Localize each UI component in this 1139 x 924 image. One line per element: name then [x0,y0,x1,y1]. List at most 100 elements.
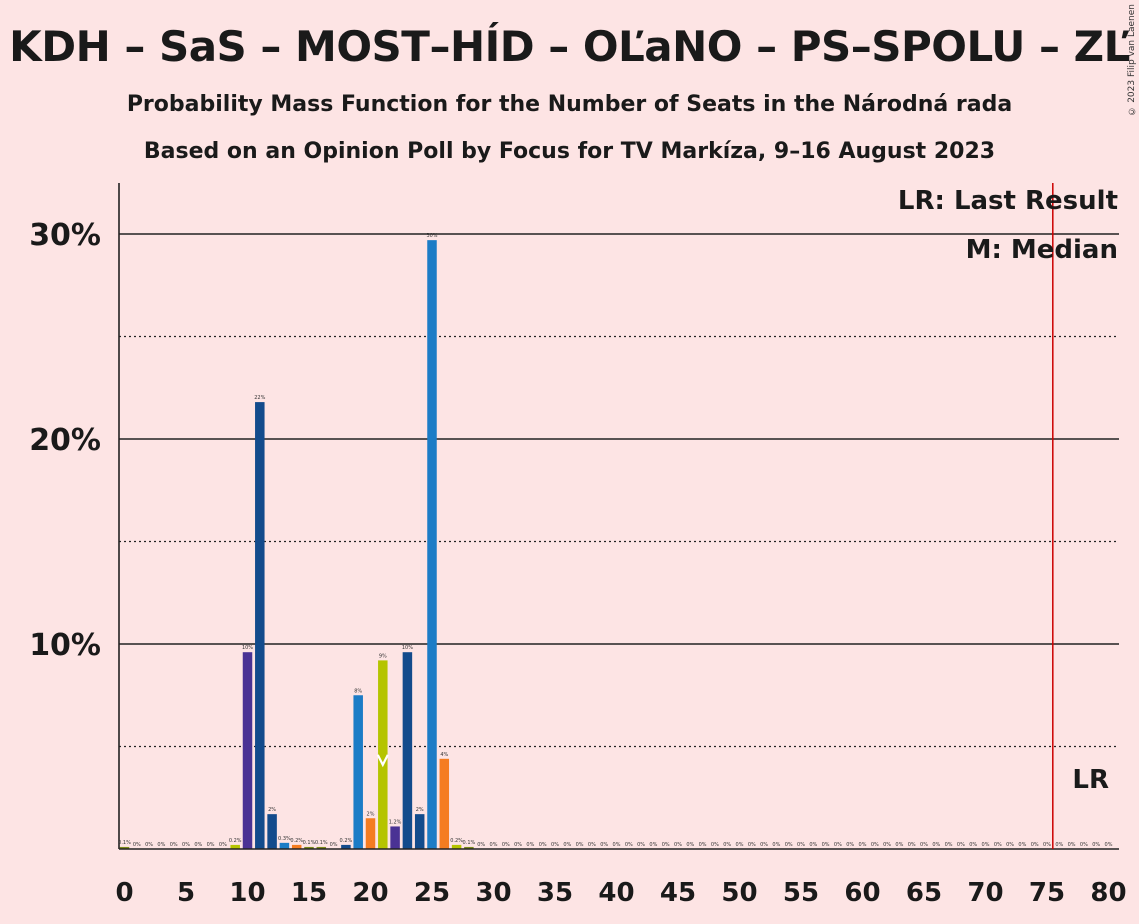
bar-value-label: 0% [1068,842,1076,848]
bar-seat-15 [304,846,314,849]
x-tick-label: 80 [1090,878,1126,908]
bar-value-label: 0.3% [278,836,291,842]
bar-value-label: 0.1% [463,840,476,846]
bar-value-label: 0% [686,842,694,848]
bar-value-label: 0% [748,842,756,848]
bar-value-label: 8% [354,688,362,694]
bar-value-label: 0% [1018,842,1026,848]
bar-value-label: 0.2% [450,838,463,844]
bar-value-label: 0% [514,842,522,848]
bar-value-label: 0% [1105,842,1113,848]
x-tick-label: 10 [229,878,265,908]
bar-seat-12 [267,814,277,849]
bar-value-label: 0% [551,842,559,848]
x-tick-label: 5 [177,878,195,908]
chart-subtitle-1: Probability Mass Function for the Number… [126,92,1013,117]
bar-value-label: 0.2% [340,838,353,844]
bar-seat-19 [353,695,363,849]
bar-value-label: 0% [957,842,965,848]
bar-value-label: 0.1% [303,840,316,846]
bar-value-label: 0% [1092,842,1100,848]
bar-value-label: 0% [588,842,596,848]
bar-value-label: 0% [477,842,485,848]
bar-seat-25 [427,240,437,849]
bar-seat-21 [378,660,388,849]
y-tick-label: 10% [29,628,101,663]
bar-seat-14 [291,844,302,849]
bar-value-label: 0% [797,842,805,848]
bar-seat-13 [279,842,290,849]
bar-value-label: 0% [662,842,670,848]
x-tick-label: 0 [115,878,133,908]
legend-last-result: LR: Last Result [898,186,1118,216]
bar-value-label: 0% [945,842,953,848]
overlay-markers: LR [376,183,1109,849]
y-tick-label: 30% [29,218,101,253]
bar-value-label: 0% [871,842,879,848]
x-tick-label: 45 [660,878,696,908]
median-marker [376,754,389,768]
bar-value-label: 30% [426,233,437,239]
bar-value-label: 0% [760,842,768,848]
bar-value-label: 0% [736,842,744,848]
x-tick-label: 60 [844,878,880,908]
bar-value-label: 0% [170,842,178,848]
bar-value-label: 0% [772,842,780,848]
bar-value-label: 0% [576,842,584,848]
bar-seat-22 [390,826,400,849]
bar-value-label: 0% [883,842,891,848]
x-tick-label: 35 [537,878,573,908]
x-tick-label: 50 [721,878,757,908]
bar-value-label: 0% [1006,842,1014,848]
bars [119,240,474,849]
bar-value-label: 0% [502,842,510,848]
last-result-marker: LR [1072,765,1109,795]
bar-value-label: 0% [908,842,916,848]
bar-seat-16 [316,846,327,849]
bar-value-label: 0% [859,842,867,848]
bar-value-label: 0% [157,842,165,848]
bar-value-label: 0% [613,842,621,848]
bar-value-label: 0% [219,842,227,848]
x-tick-label: 25 [414,878,450,908]
x-tick-label: 20 [352,878,388,908]
x-tick-label: 40 [598,878,634,908]
bar-value-label: 0% [982,842,990,848]
chart-subtitle-2: Based on an Opinion Poll by Focus for TV… [143,139,996,164]
bar-value-label: 0% [723,842,731,848]
bar-value-label: 0% [699,842,707,848]
chart-title: KDH – SaS – MOST–HÍD – OĽaNO – PS–SPOLU … [9,22,1130,71]
bar-value-label: 0% [711,842,719,848]
bar-value-label: 0% [133,842,141,848]
bar-seat-20 [365,818,376,849]
bar-seat-26 [439,758,450,849]
bar-value-label: 0% [625,842,633,848]
bar-value-label: 0% [182,842,190,848]
bar-value-label: 0.2% [229,838,242,844]
x-tick-label: 30 [475,878,511,908]
bar-value-label: 0% [539,842,547,848]
y-axis-ticks: 10% 20% 30% [29,218,101,663]
bar-value-label: 0% [932,842,940,848]
bar-value-label: 0% [563,842,571,848]
bar-value-label: 0% [207,842,215,848]
bar-seat-27 [451,844,462,849]
bar-value-label: 0% [1031,842,1039,848]
x-tick-label: 15 [291,878,327,908]
bar-value-label: 22% [254,395,265,401]
bar-value-label: 0% [846,842,854,848]
x-tick-label: 55 [783,878,819,908]
bar-value-label: 9% [379,653,387,659]
x-tick-label: 70 [967,878,1003,908]
x-tick-label: 75 [1029,878,1065,908]
bar-value-label: 2% [268,807,276,813]
x-tick-label: 65 [906,878,942,908]
bar-value-label: 0.2% [290,838,303,844]
bar-value-label: 0% [785,842,793,848]
bar-seat-9 [230,844,240,849]
bar-value-label: 0% [145,842,153,848]
bar-value-label: 0% [1055,842,1063,848]
bar-value-label: 0% [969,842,977,848]
bar-seat-23 [402,652,413,849]
bar-seat-10 [242,652,253,849]
